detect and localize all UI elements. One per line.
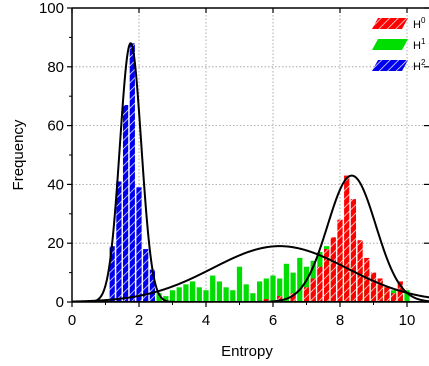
bar-h2: [136, 187, 142, 302]
bar-h0: [337, 219, 343, 302]
bar-h0: [344, 175, 350, 302]
bar-h0: [303, 287, 310, 302]
bar-h1: [277, 278, 283, 302]
bar-h1: [176, 287, 182, 302]
legend-label-h2: H2: [413, 58, 426, 73]
x-tick-label: 6: [269, 312, 277, 329]
x-tick-label: 10: [399, 312, 416, 329]
bar-h0: [310, 278, 316, 302]
bar-h1: [203, 290, 209, 302]
bar-h2: [109, 246, 115, 302]
bar-h1: [297, 257, 303, 302]
y-tick-label: 80: [47, 59, 64, 76]
x-tick-label: 2: [135, 312, 143, 329]
x-tick-label: 8: [336, 312, 344, 329]
y-tick-label: 40: [47, 176, 64, 193]
bar-h1: [163, 296, 169, 302]
bar-h0: [364, 257, 370, 302]
bar-h1: [236, 266, 243, 302]
bar-h1: [256, 281, 263, 302]
x-axis-title: Entropy: [221, 343, 273, 360]
bar-h1: [283, 263, 290, 302]
y-tick-label: 60: [47, 118, 64, 135]
y-tick-label: 20: [47, 235, 64, 252]
bar-h1: [216, 281, 223, 302]
bar-h1: [303, 266, 310, 302]
bar-h2: [143, 249, 149, 302]
legend-label-h0: H0: [413, 16, 426, 31]
bar-h1: [243, 284, 249, 302]
bar-h0: [390, 293, 397, 302]
legend-swatch-h1: [372, 39, 408, 50]
bar-h1: [230, 290, 236, 302]
legend-swatch-h0: [372, 18, 408, 29]
bar-h0: [377, 278, 383, 302]
bar-h1: [223, 287, 229, 302]
fit-curve-2: [72, 245, 429, 302]
bar-h0: [323, 249, 330, 302]
bar-h0: [330, 237, 336, 302]
bar-h1: [263, 278, 269, 302]
bars: [109, 43, 410, 302]
y-axis-title: Frequency: [10, 119, 27, 190]
bar-h2: [149, 269, 156, 302]
bar-h1: [210, 275, 216, 302]
bar-h1: [169, 290, 176, 302]
bar-h0: [277, 296, 283, 302]
bar-h1: [404, 290, 410, 302]
bar-h0: [357, 240, 363, 302]
bar-h1: [156, 293, 162, 302]
bar-h1: [270, 275, 276, 302]
legend: H0 H1 H2: [372, 16, 426, 73]
bar-h2: [116, 181, 122, 302]
y-tick-label: 100: [39, 0, 64, 17]
bar-h2: [129, 43, 135, 302]
bar-h0: [263, 299, 269, 302]
bar-h0: [384, 287, 390, 302]
x-tick-label: 0: [68, 312, 76, 329]
fit-curve-1: [72, 42, 429, 302]
x-tick-label: 4: [202, 312, 210, 329]
bar-h1: [183, 284, 189, 302]
bar-h1: [290, 272, 296, 302]
legend-swatch-h2: [372, 60, 408, 71]
legend-label-h1: H1: [413, 37, 426, 52]
bar-h2: [122, 105, 129, 302]
bar-h1: [189, 281, 196, 302]
y-tick-label: 0: [56, 294, 64, 311]
bar-h0: [290, 293, 296, 302]
bar-h0: [370, 272, 377, 302]
bar-h1: [196, 287, 202, 302]
bar-h1: [250, 293, 256, 302]
bar-h0: [350, 199, 357, 302]
bar-h0: [317, 266, 323, 302]
